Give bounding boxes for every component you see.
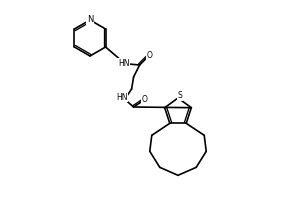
Text: O: O	[147, 50, 152, 60]
Text: S: S	[178, 92, 182, 100]
Text: N: N	[87, 16, 93, 24]
Text: HN: HN	[118, 58, 129, 68]
Text: O: O	[142, 95, 148, 104]
Text: HN: HN	[116, 92, 127, 102]
